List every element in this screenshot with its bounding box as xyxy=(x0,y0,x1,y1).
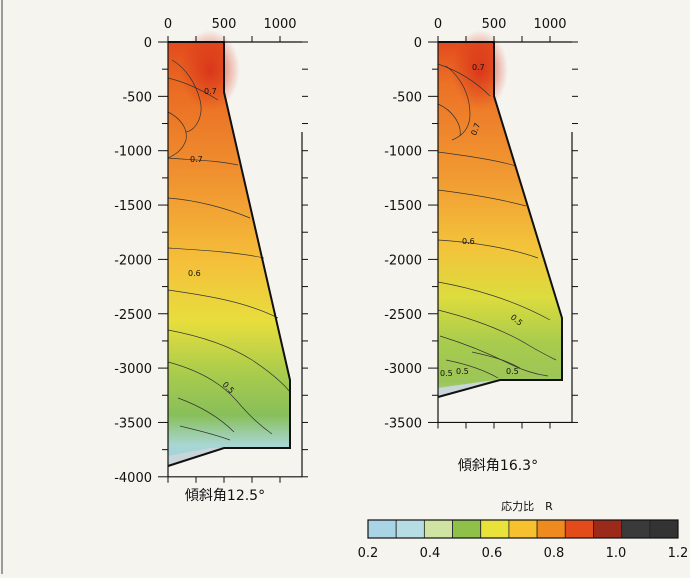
y-tick-label: 0 xyxy=(144,36,152,51)
panel-1: 0.7 0.7 0.6 0.5 0 500 10000-500-1000-1500-… xyxy=(114,17,308,504)
panel-1-contour-label: 0.7 xyxy=(190,155,203,164)
y-tick-label: -3000 xyxy=(114,362,152,377)
y-tick-label: -2500 xyxy=(384,308,422,323)
panel-2-contour-label: 0.5 xyxy=(440,369,453,378)
colorbar-tick-label: 0.2 xyxy=(358,546,379,561)
panel-2-contour-label: 0.6 xyxy=(462,237,475,246)
panel-1-caption: 傾斜角12.5° xyxy=(185,488,265,504)
panel-1-contour-label: 0.7 xyxy=(204,87,217,96)
colorbar-tick-label: 0.6 xyxy=(482,546,503,561)
colorbar-swatches xyxy=(367,519,679,539)
colorbar-swatch xyxy=(621,519,651,539)
colorbar-title: 応力比 R xyxy=(501,499,553,513)
y-tick-label: -3500 xyxy=(114,416,152,431)
panel-2-contour-label: 0.7 xyxy=(472,63,485,72)
y-tick-label: -4000 xyxy=(114,471,152,486)
panel-2-contour-label: 0.5 xyxy=(506,367,519,376)
y-tick-label: -3000 xyxy=(384,362,422,377)
y-tick-label: -1500 xyxy=(384,199,422,214)
panel-1-axes: 0 500 1000 0 -500 -1000 -1500 -2000 -2500 -3000 -3… xyxy=(114,17,308,486)
x-tick-label: 500 xyxy=(212,17,237,32)
panel-2-contours xyxy=(437,63,557,379)
y-tick-label: -1000 xyxy=(114,145,152,160)
colorbar-swatch xyxy=(593,519,623,539)
y-tick-label: -1500 xyxy=(114,199,152,214)
panel-2-contour-label: 0.7 xyxy=(469,122,482,137)
colorbar: 応力比 R 0.2 0.4 0.6 0.8 1.0 1.2 xyxy=(358,499,689,561)
panel-1-field xyxy=(168,42,290,466)
x-tick-label: 500 xyxy=(482,17,507,32)
panel-2: 0.7 0.7 0.6 0.5 0.5 0.5 0.5 0 500 10000-50… xyxy=(384,17,578,474)
y-tick-label: -2500 xyxy=(114,308,152,323)
panel-2-caption: 傾斜角16.3° xyxy=(458,458,538,474)
y-tick-label: 0 xyxy=(414,36,422,51)
y-tick-label: -2000 xyxy=(114,253,152,268)
panel-2-field xyxy=(438,42,562,397)
y-tick-label: -1000 xyxy=(384,145,422,160)
colorbar-swatch xyxy=(423,519,453,539)
y-tick-label: -500 xyxy=(122,90,152,105)
colorbar-tick-label: 0.4 xyxy=(420,546,441,561)
colorbar-tick-label: 1.2 xyxy=(668,546,689,561)
x-tick-label: 1000 xyxy=(263,17,296,32)
colorbar-ticks: 0.2 0.4 0.6 0.8 1.0 1.2 xyxy=(358,546,689,561)
panel-2-contour-label: 0.5 xyxy=(456,367,469,376)
colorbar-frame xyxy=(367,519,679,539)
colorbar-swatch xyxy=(564,519,594,539)
colorbar-swatch xyxy=(536,519,566,539)
colorbar-swatch xyxy=(649,519,679,539)
colorbar-tick-label: 1.0 xyxy=(606,546,627,561)
y-tick-label: -3500 xyxy=(384,416,422,431)
x-tick-label: 1000 xyxy=(533,17,566,32)
colorbar-swatch xyxy=(367,519,397,539)
x-tick-label: 0 xyxy=(164,17,172,32)
colorbar-swatch xyxy=(480,519,510,539)
y-tick-label: -500 xyxy=(392,90,422,105)
panel-1-contours xyxy=(167,59,291,441)
colorbar-swatch xyxy=(452,519,482,539)
colorbar-swatch xyxy=(508,519,538,539)
x-tick-label: 0 xyxy=(434,17,442,32)
panel-1-contour-label: 0.6 xyxy=(188,269,201,278)
panel-2-axes: 0 500 1000 0 -500 -1000 -1500 -2000 -2500 -3000 -3… xyxy=(384,17,578,431)
colorbar-tick-label: 0.8 xyxy=(544,546,565,561)
colorbar-swatch xyxy=(395,519,425,539)
y-tick-label: -2000 xyxy=(384,253,422,268)
